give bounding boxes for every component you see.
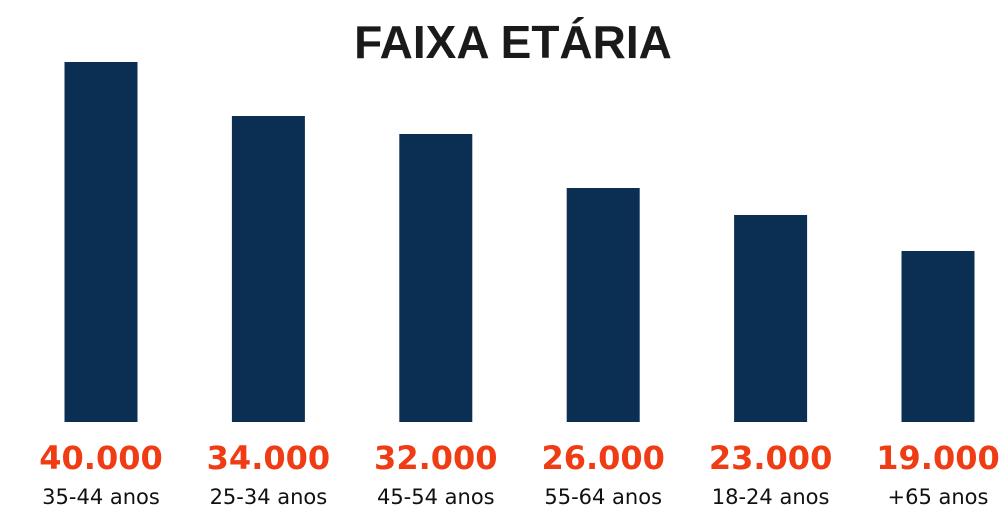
bar (231, 116, 305, 422)
category-label: 18-24 anos (712, 485, 830, 509)
category-label: 45-54 anos (377, 485, 495, 509)
value-label: 23.000 (709, 439, 832, 477)
value-label: 40.000 (39, 439, 162, 477)
bar (734, 215, 808, 422)
chart-title: FAIXA ETÁRIA (354, 16, 672, 68)
bar (399, 134, 473, 422)
category-label: 25-34 anos (210, 485, 328, 509)
category-label: 55-64 anos (544, 485, 662, 509)
category-label: 35-44 anos (42, 485, 160, 509)
bar (566, 188, 640, 422)
value-label: 19.000 (876, 439, 999, 477)
value-label: 26.000 (541, 439, 664, 477)
value-label: 34.000 (207, 439, 330, 477)
bar (64, 62, 138, 422)
category-label: +65 anos (888, 485, 989, 509)
value-label: 32.000 (374, 439, 497, 477)
bar (901, 251, 975, 422)
